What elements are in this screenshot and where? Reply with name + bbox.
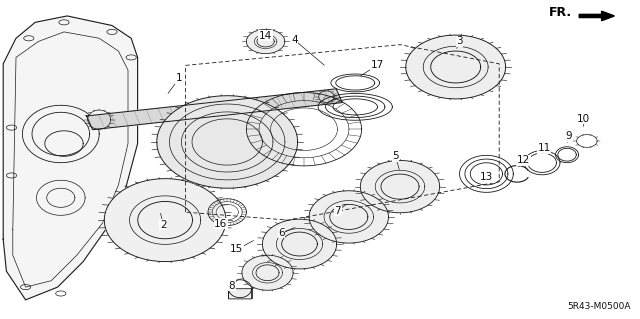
Polygon shape <box>86 89 342 130</box>
Polygon shape <box>104 179 226 262</box>
Text: 15: 15 <box>230 244 243 255</box>
Polygon shape <box>406 35 506 99</box>
Polygon shape <box>309 191 388 243</box>
Text: 14: 14 <box>259 31 272 41</box>
Text: 3: 3 <box>456 36 463 47</box>
Polygon shape <box>262 219 337 269</box>
Text: 5: 5 <box>392 151 399 161</box>
Polygon shape <box>360 160 440 213</box>
Text: 9: 9 <box>565 131 572 141</box>
Text: 13: 13 <box>480 172 493 182</box>
FancyBboxPatch shape <box>228 289 252 299</box>
Polygon shape <box>157 96 298 188</box>
Text: 5R43-M0500A: 5R43-M0500A <box>567 302 630 311</box>
Text: 2: 2 <box>160 220 166 230</box>
Text: 11: 11 <box>538 143 550 153</box>
Text: FR.: FR. <box>548 6 572 19</box>
Polygon shape <box>242 255 293 290</box>
Text: 10: 10 <box>577 114 590 124</box>
Text: 4: 4 <box>291 35 298 45</box>
Text: 7: 7 <box>335 205 341 216</box>
Polygon shape <box>246 29 285 54</box>
Text: 16: 16 <box>214 219 227 229</box>
Polygon shape <box>3 16 138 300</box>
Text: 6: 6 <box>278 228 285 238</box>
Polygon shape <box>579 11 614 21</box>
Text: 1: 1 <box>176 73 182 83</box>
Text: 17: 17 <box>371 60 384 70</box>
Text: 12: 12 <box>517 155 530 165</box>
Text: 8: 8 <box>228 280 235 291</box>
